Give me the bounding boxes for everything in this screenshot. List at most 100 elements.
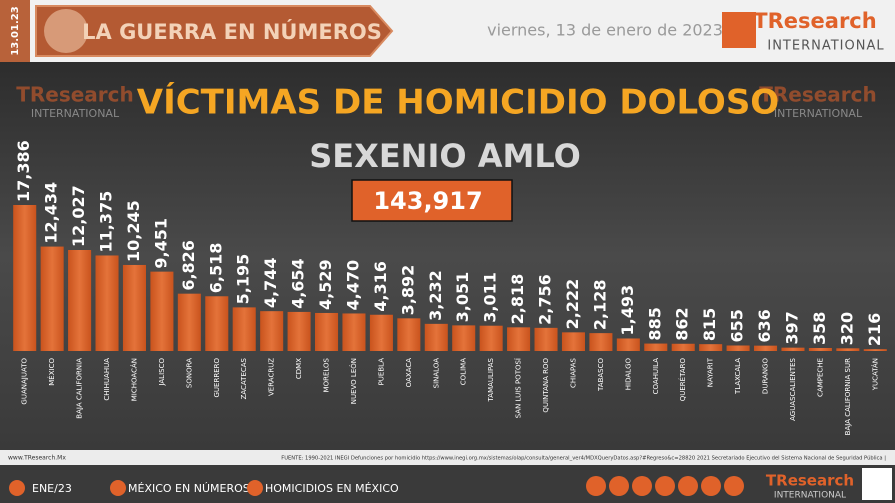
x-tick-label: TABASCO (597, 358, 605, 392)
value-label: 885 (645, 307, 664, 340)
bar (205, 296, 229, 351)
value-label: 397 (782, 311, 801, 344)
x-tick-label: HIDALGO (624, 358, 632, 391)
nav-icon (9, 480, 25, 496)
header-title: LA GUERRA EN NÚMEROS (82, 19, 382, 44)
logo-right: TResearch (759, 83, 877, 107)
chart-bg (0, 62, 895, 450)
value-label: 2,818 (508, 274, 527, 325)
bar (671, 343, 695, 351)
bar (754, 345, 778, 351)
bar (699, 344, 723, 351)
value-label: 815 (700, 308, 719, 341)
x-tick-label: CAMPECHE (816, 358, 824, 397)
nav-item[interactable]: MÉXICO EN NÚMEROS (128, 482, 250, 495)
value-label: 11,375 (97, 191, 116, 253)
map-icon (44, 9, 88, 53)
value-label: 3,011 (481, 272, 500, 323)
bottom-logo-sub: INTERNATIONAL (774, 491, 846, 501)
x-tick-label: QUERÉTARO (678, 358, 687, 402)
nav-item[interactable]: ENE/23 (32, 482, 72, 495)
value-label: 3,892 (398, 265, 417, 316)
value-label: 4,744 (261, 258, 280, 309)
nav-item[interactable]: HOMICIDIOS EN MÉXICO (265, 482, 399, 495)
bar (95, 255, 119, 351)
bar (177, 293, 201, 351)
bar (589, 333, 613, 351)
bar (150, 271, 174, 351)
bar (315, 312, 339, 351)
value-label: 1,493 (618, 285, 637, 336)
x-tick-label: GUANAJUATO (21, 358, 29, 405)
value-label: 4,529 (316, 259, 335, 310)
bar (836, 348, 860, 351)
value-label: 3,232 (426, 270, 445, 321)
x-tick-label: AGUASCALIENTES (789, 357, 797, 420)
value-label: 9,451 (151, 218, 170, 269)
x-tick-label: SINALOA (432, 358, 440, 389)
source: FUENTE: 1990-2021 INEGI Defunciones por … (281, 455, 886, 462)
bottom-logo: TResearch (766, 472, 854, 490)
header-banner (35, 5, 394, 57)
value-label: 2,756 (536, 274, 555, 325)
value-label: 320 (837, 312, 856, 345)
x-tick-label: JALISCO (158, 358, 166, 387)
bar (726, 345, 750, 351)
x-tick-label: VERACRUZ (268, 358, 276, 396)
x-tick-label: ZACATECAS (240, 357, 248, 399)
site: www.TResearch.Mx (8, 455, 66, 462)
value-label: 17,386 (14, 140, 33, 202)
value-label: 636 (755, 309, 774, 342)
logo-left-sub: INTERNATIONAL (31, 107, 120, 120)
qr-code (862, 468, 892, 500)
bar (479, 325, 503, 351)
x-tick-label: PUEBLA (377, 358, 385, 386)
value-label: 216 (865, 313, 884, 346)
x-tick-label: SAN LUIS POTOSÍ (514, 358, 523, 418)
side-date: 13.01.23 (10, 6, 21, 55)
x-tick-label: TAMAULIPAS (487, 357, 495, 402)
x-tick-label: CHIHUAHUA (103, 358, 111, 401)
bar (452, 325, 476, 351)
side-strip (0, 0, 30, 62)
x-tick-label: COLIMA (460, 358, 468, 385)
logo-mark (722, 12, 756, 48)
logo-left: TResearch (16, 83, 134, 107)
bar (232, 307, 256, 351)
bar (13, 205, 37, 351)
x-tick-label: BAJA CALIFORNIA (76, 358, 84, 419)
bar (507, 327, 531, 351)
logo-right-sub: INTERNATIONAL (774, 107, 863, 120)
value-label: 655 (728, 309, 747, 342)
bar (616, 338, 640, 351)
logo: TResearch (753, 9, 876, 33)
x-tick-label: CHIAPAS (569, 357, 577, 388)
bar (561, 332, 585, 351)
value-label: 6,518 (206, 243, 225, 294)
value-label: 12,027 (69, 185, 88, 247)
x-tick-label: COAHUILA (652, 358, 660, 395)
bar (369, 314, 393, 351)
chart-subtitle: SEXENIO AMLO (309, 137, 581, 175)
value-label: 4,470 (343, 260, 362, 311)
source-bar (0, 450, 895, 465)
social-icons (586, 476, 744, 496)
x-tick-label: YUCATÁN (870, 358, 879, 391)
value-label: 4,654 (289, 258, 308, 309)
x-tick-label: MICHOACÁN (129, 358, 138, 401)
x-tick-label: CDMX (295, 358, 303, 379)
value-label: 862 (673, 307, 692, 340)
value-label: 2,222 (563, 279, 582, 330)
nav-icon (247, 480, 263, 496)
bottom-bar (0, 465, 895, 503)
x-tick-label: TLAXCALA (734, 358, 742, 395)
bar (644, 343, 668, 351)
bar (287, 311, 311, 351)
value-label: 6,826 (179, 240, 198, 291)
bar (863, 349, 887, 351)
nav-icon (110, 480, 126, 496)
date: viernes, 13 de enero de 2023 (487, 21, 723, 40)
value-label: 5,195 (234, 254, 253, 305)
total-box (351, 179, 513, 222)
